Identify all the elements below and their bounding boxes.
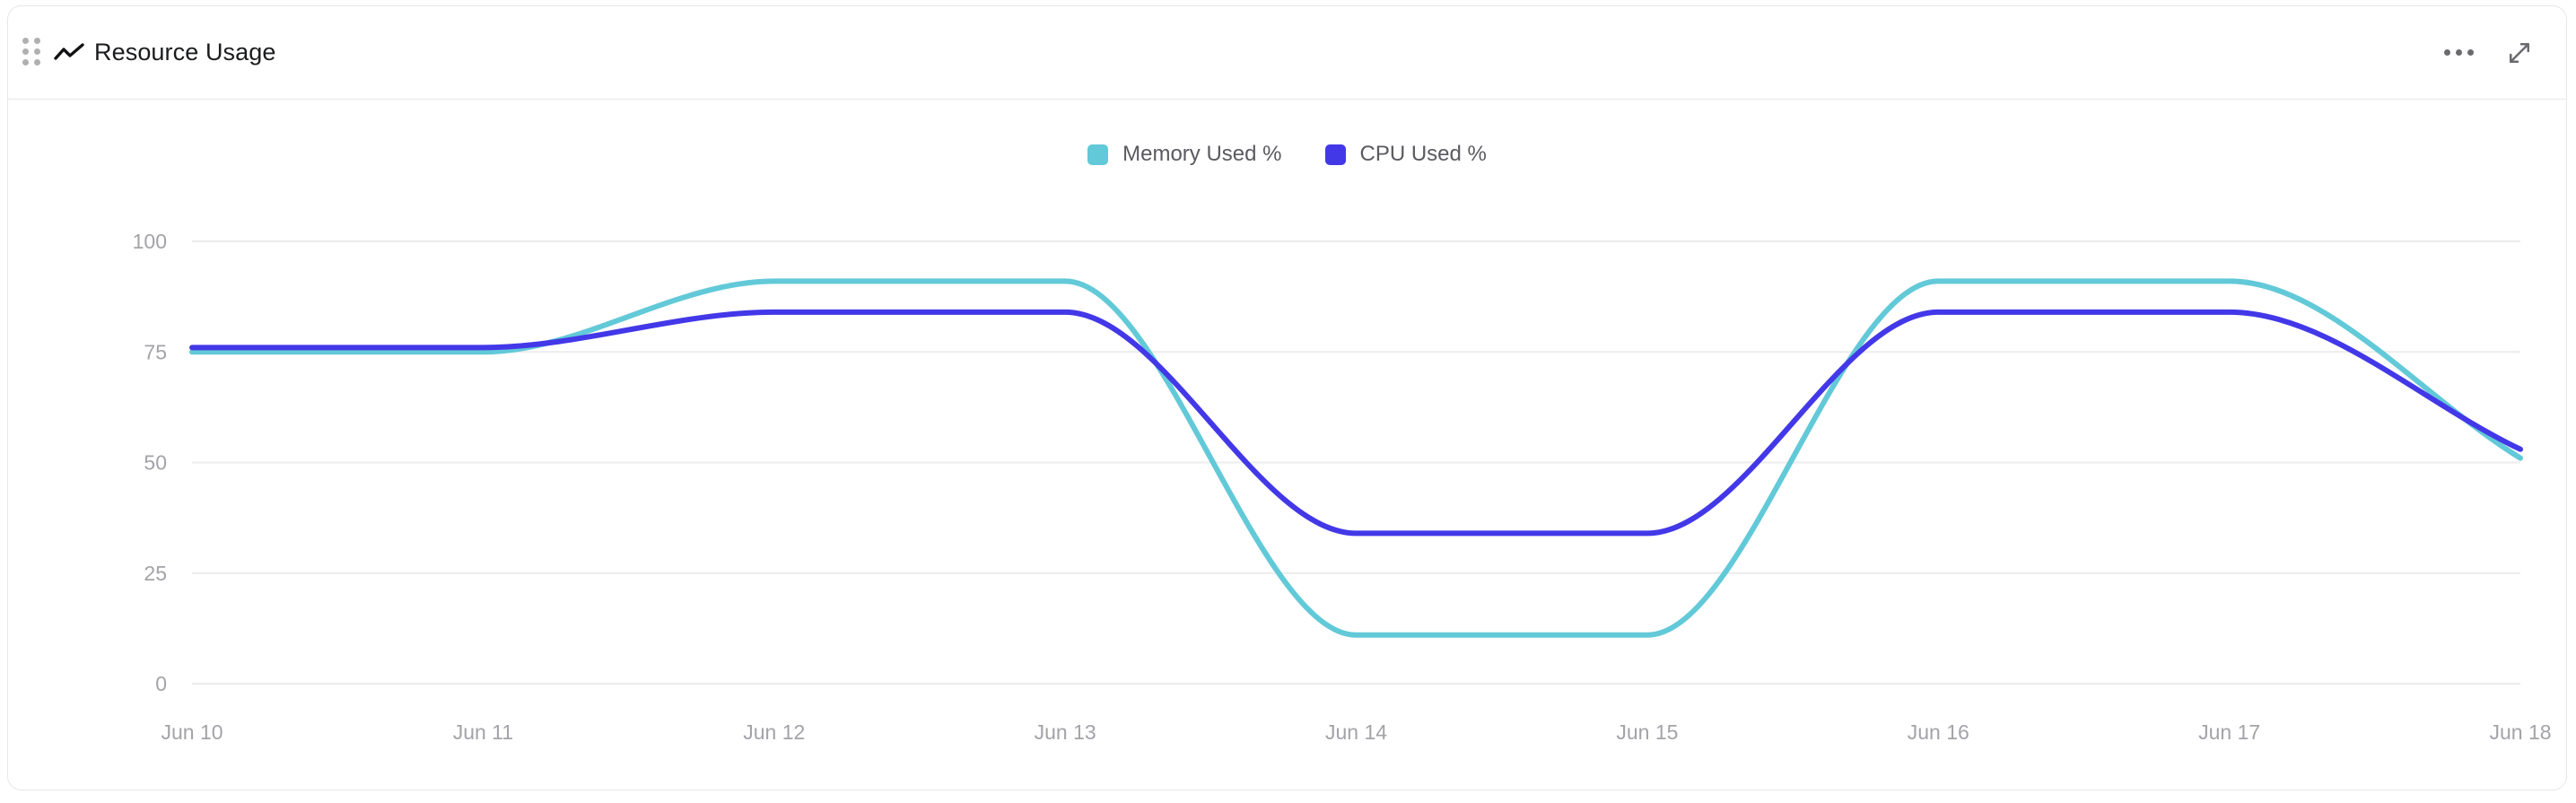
chart-legend: Memory Used % CPU Used % — [8, 142, 2566, 167]
card-header-actions — [2442, 37, 2566, 69]
y-axis-ticks: 0 25 50 75 100 — [133, 230, 167, 695]
ellipsis-icon[interactable] — [2442, 37, 2475, 69]
page-title: Resource Usage — [94, 39, 276, 65]
drag-dot — [22, 59, 29, 65]
x-axis-tick-label: Jun 10 — [161, 720, 223, 744]
drag-dot — [22, 38, 29, 44]
x-axis-tick-label: Jun 18 — [2489, 720, 2551, 744]
legend-item-memory[interactable]: Memory Used % — [1087, 142, 1282, 167]
expand-diagonal-arrows-icon[interactable] — [2503, 37, 2536, 69]
drag-dot — [22, 48, 29, 55]
x-axis-tick-label: Jun 12 — [743, 720, 805, 744]
x-axis-tick-label: Jun 13 — [1035, 720, 1096, 744]
legend-swatch-cpu — [1324, 144, 1346, 165]
y-axis-tick-label: 75 — [144, 340, 167, 363]
series-line-cpu-used — [189, 309, 2523, 537]
series-lines — [189, 278, 2523, 638]
ellipsis-dot — [2455, 49, 2462, 56]
drag-dot — [34, 48, 40, 55]
drag-dot — [34, 59, 40, 65]
gridlines — [192, 240, 2520, 685]
y-axis-tick-label: 100 — [133, 230, 167, 253]
legend-label-memory: Memory Used % — [1122, 142, 1282, 166]
x-axis-tick-label: Jun 11 — [453, 720, 513, 744]
line-chart-icon — [51, 39, 87, 66]
x-axis-tick-label: Jun 15 — [1616, 720, 1678, 744]
ellipsis-dots — [2443, 49, 2474, 56]
legend-item-cpu[interactable]: CPU Used % — [1324, 142, 1487, 167]
x-axis-tick-label: Jun 17 — [2198, 720, 2260, 744]
y-axis-tick-label: 25 — [144, 562, 167, 585]
card-header: Resource Usage — [8, 6, 2566, 100]
y-axis-tick-label: 50 — [144, 451, 167, 475]
x-axis-tick-label: Jun 14 — [1325, 720, 1387, 744]
legend-swatch-memory — [1087, 144, 1109, 165]
y-axis-tick-label: 0 — [155, 672, 167, 695]
card-body: Memory Used % CPU Used % 0 25 50 75 100 Jun … — [8, 100, 2566, 790]
ellipsis-dot — [2443, 49, 2450, 56]
legend-label-cpu: CPU Used % — [1359, 142, 1487, 166]
card-header-left: Resource Usage — [8, 38, 276, 66]
drag-dots-icon[interactable] — [21, 38, 44, 66]
resource-usage-card: Resource Usage — [7, 5, 2567, 790]
x-axis-tick-label: Jun 16 — [1908, 720, 1969, 744]
ellipsis-dot — [2467, 49, 2474, 56]
drag-dot — [34, 38, 40, 44]
series-line-memory-used — [189, 278, 2523, 638]
x-axis-ticks: Jun 10 Jun 11 Jun 12 Jun 13 Jun 14 Jun 15 Jun … — [161, 720, 2551, 744]
